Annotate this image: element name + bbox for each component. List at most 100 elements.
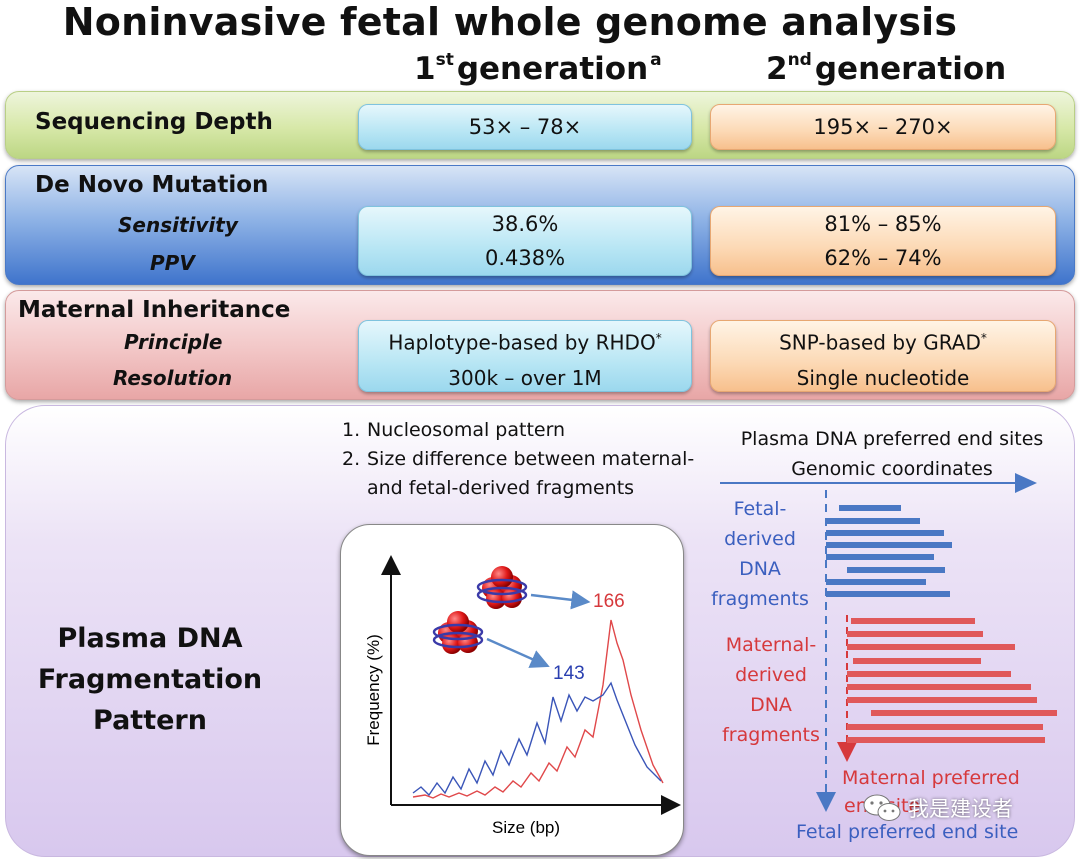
fetal-label-line: fragments (711, 588, 809, 610)
maternal-fragment-bar (847, 631, 983, 637)
maternal-label-line: fragments (722, 724, 820, 746)
list-item: and fetal-derived fragments (342, 474, 694, 503)
fetal-fragment-bar (826, 530, 944, 536)
principle-label: Principle (124, 330, 223, 354)
fetal-fragments-label: Fetal- derived DNA fragments (705, 494, 815, 614)
fragmentation-label-line-3: Pattern (93, 705, 207, 736)
fetal-fragment-bar (839, 505, 901, 511)
maternal-gen2-principle-text: SNP-based by GRAD (779, 330, 981, 355)
list-item-text: Size difference between maternal- (367, 448, 695, 470)
gen2-ordinal: nd (787, 50, 812, 70)
resolution-label: Resolution (113, 366, 233, 390)
end-sites-title-line-1: Plasma DNA preferred end sites (740, 428, 1044, 450)
wechat-icon (863, 794, 901, 821)
maternal-preferred-end-site-label: Maternal preferred end site (842, 764, 1020, 820)
list-item-number: 2. (342, 448, 361, 470)
maternal-fragment-bar (847, 697, 1037, 703)
fetal-label-line: Fetal- (733, 498, 787, 520)
list-item-number: 1. (342, 419, 361, 441)
peak-label-143: 143 (553, 663, 585, 684)
maternal-fragment-bar (871, 710, 1057, 716)
maternal-preferred-line-1: Maternal preferred (842, 767, 1020, 789)
maternal-fragment-bar (847, 724, 1043, 730)
maternal-fragment-bar (853, 658, 981, 664)
maternal-fragment-bar (847, 644, 1015, 650)
sequencing-depth-label: Sequencing Depth (35, 109, 273, 135)
rhdo-footnote-marker: * (655, 331, 662, 345)
fetal-fragments (826, 505, 952, 597)
fetal-fragment-bar (826, 518, 920, 524)
maternal-gen1-principle: Haplotype-based by RHDO* (359, 321, 691, 361)
de-novo-gen1-cell: 38.6% 0.438% (358, 206, 692, 276)
gen1-ordinal: st (435, 50, 454, 70)
list-item-text: Nucleosomal pattern (367, 419, 566, 441)
peak-label-166: 166 (593, 591, 625, 612)
gen2-number: 2 (766, 51, 788, 87)
sequencing-depth-gen1: 53× – 78× (358, 104, 692, 150)
de-novo-gen2-cell: 81% – 85% 62% – 74% (710, 206, 1056, 276)
maternal-gen1-cell: Haplotype-based by RHDO* 300k – over 1M (358, 320, 692, 392)
maternal-gen2-principle: SNP-based by GRAD* (711, 321, 1055, 361)
maternal-fragment-bar (851, 618, 975, 624)
maternal-gen2-cell: SNP-based by GRAD* Single nucleotide (710, 320, 1056, 392)
gen2-word: generation (814, 51, 1007, 87)
fetal-label-line: derived (724, 528, 796, 550)
maternal-label-line: Maternal- (725, 634, 817, 656)
list-item: 1. Nucleosomal pattern (342, 416, 694, 445)
maternal-fragments (847, 618, 1057, 743)
arrow-143 (486, 637, 550, 668)
sensitivity-label: Sensitivity (118, 213, 238, 237)
fetal-fragment-bar (847, 567, 945, 573)
list-item: 2. Size difference between maternal- (342, 445, 694, 474)
watermark: 我是建设者 (862, 792, 1013, 824)
fragmentation-label: Plasma DNA Fragmentation Pattern (30, 618, 270, 741)
maternal-label-line: DNA (750, 694, 792, 716)
size-distribution-plot: Frequency (%) Size (bp) 166 (364, 555, 681, 837)
gen1-heading: 1stgeneration a (414, 50, 665, 87)
fragmentation-feature-list: 1. Nucleosomal pattern 2. Size difference … (342, 416, 694, 503)
fetal-fragment-bar (826, 579, 926, 585)
fetal-fragment-bar (826, 591, 950, 597)
fetal-label-line: DNA (739, 558, 781, 580)
fetal-fragment-bar (826, 542, 952, 548)
maternal-fragments-label: Maternal- derived DNA fragments (716, 630, 826, 750)
end-sites-title-line-2: Genomic coordinates (791, 458, 993, 480)
de-novo-gen1-sensitivity: 38.6% (491, 212, 559, 236)
nucleosome-icon (476, 566, 528, 609)
page-title: Noninvasive fetal whole genome analysis (62, 0, 958, 44)
de-novo-gen1-ppv: 0.438% (484, 246, 566, 270)
list-item-text: and fetal-derived fragments (367, 477, 635, 499)
maternal-label-line: derived (735, 664, 807, 686)
maternal-gen1-principle-text: Haplotype-based by RHDO (388, 330, 656, 355)
fragmentation-label-line-2: Fragmentation (37, 664, 263, 695)
end-sites-title: Plasma DNA preferred end sites Genomic c… (722, 424, 1062, 484)
maternal-inheritance-label: Maternal Inheritance (18, 297, 291, 323)
gen1-word: generation (456, 51, 649, 87)
fetal-preferred-end-site-label: Fetal preferred end site (796, 821, 1019, 843)
maternal-fragment-bar (847, 684, 1031, 690)
maternal-size-curve (412, 619, 664, 799)
fragmentation-label-line-1: Plasma DNA (57, 623, 243, 654)
maternal-gen2-resolution: Single nucleotide (796, 365, 970, 390)
maternal-gen1-resolution: 300k – over 1M (448, 365, 602, 390)
size-distribution-panel: Frequency (%) Size (bp) 166 (340, 524, 684, 856)
gen1-number: 1 (414, 51, 436, 87)
de-novo-label: De Novo Mutation (35, 172, 269, 198)
gen2-heading: 2ndgeneration (766, 50, 1006, 87)
end-sites-diagram (720, 473, 1057, 812)
grad-footnote-marker: * (980, 331, 987, 345)
y-axis-label: Frequency (%) (364, 634, 383, 745)
fetal-fragment-bar (826, 554, 934, 560)
maternal-fragment-bar (847, 671, 1011, 677)
x-axis-label: Size (bp) (492, 818, 560, 837)
sequencing-depth-gen2: 195× – 270× (710, 104, 1056, 150)
de-novo-gen2-ppv: 62% – 74% (824, 246, 942, 270)
arrow-166 (530, 590, 591, 610)
ppv-label: PPV (150, 251, 195, 275)
nucleosome-icon (432, 611, 484, 654)
fetal-size-curve (412, 681, 662, 797)
watermark-text: 我是建设者 (908, 797, 1013, 821)
gen1-footnote-marker: a (650, 50, 662, 70)
de-novo-gen2-sensitivity: 81% – 85% (824, 212, 942, 236)
maternal-fragment-bar (847, 737, 1045, 743)
